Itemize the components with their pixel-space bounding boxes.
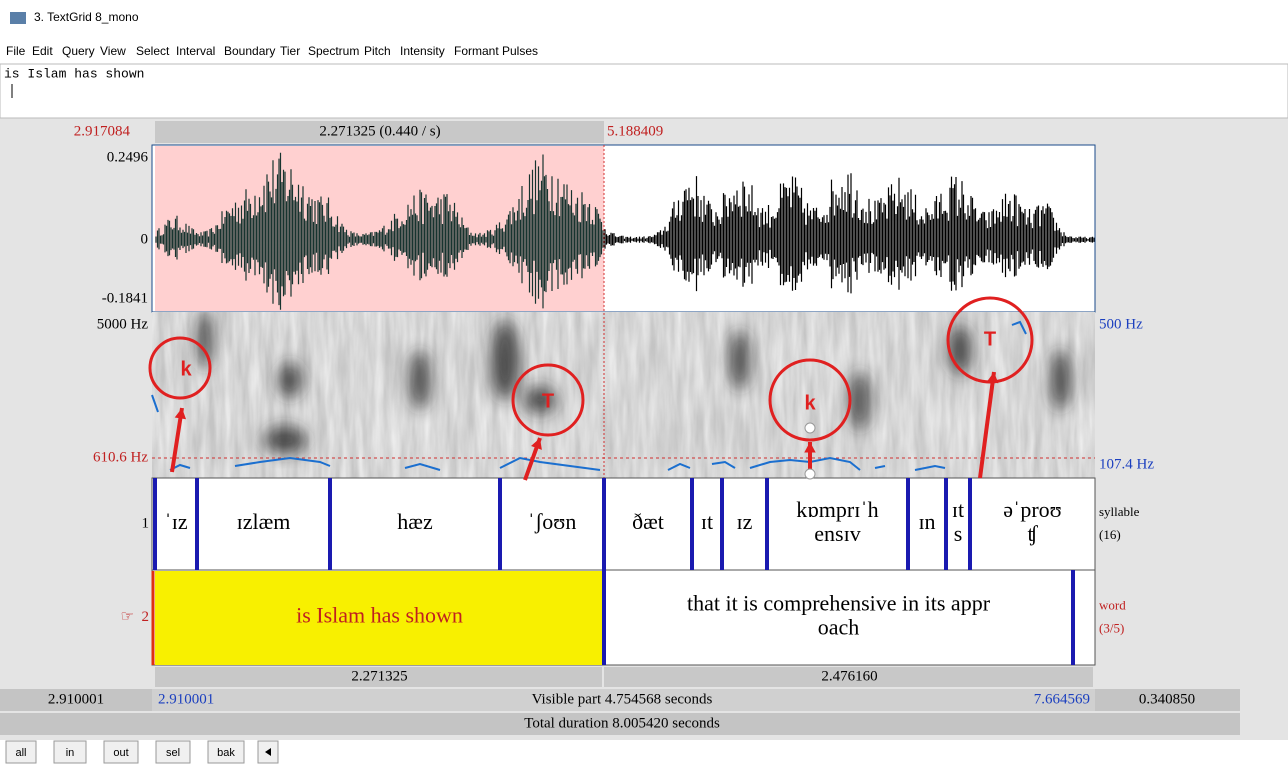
menu-item[interactable]: Pitch <box>364 44 391 58</box>
interval-label: ɪt <box>701 509 713 534</box>
marker-dot <box>805 423 815 433</box>
interval-label: ɪz <box>737 509 753 534</box>
interval-label: hæz <box>397 509 433 534</box>
tier-pointer: ☞ <box>121 609 134 625</box>
interval-label: ɪt <box>952 497 964 522</box>
tier-name: syllable <box>1099 504 1140 519</box>
menu-item[interactable]: Formant <box>454 44 499 58</box>
menu-item[interactable]: File <box>6 44 26 58</box>
annotation-label: k <box>180 358 192 380</box>
tier-count: (3/5) <box>1099 620 1124 635</box>
tier-count: (16) <box>1099 527 1121 542</box>
frequency-max: 5000 Hz <box>97 316 149 332</box>
interval-label: ɪzlæm <box>237 509 291 534</box>
visible-part: Visible part 4.754568 seconds <box>532 691 713 707</box>
window-title: 3. TextGrid 8_mono <box>34 10 139 24</box>
marker-dot <box>805 469 815 479</box>
amplitude-max: 0.2496 <box>107 149 149 165</box>
amplitude-min: -0.1841 <box>102 290 148 306</box>
cursor-time: 5.188409 <box>607 123 663 139</box>
pitch-min: 107.4 Hz <box>1099 456 1154 472</box>
menu-item[interactable]: Interval <box>176 44 215 58</box>
button-label: in <box>66 747 75 759</box>
menu-item[interactable]: Boundary <box>224 44 275 58</box>
menu-item[interactable]: Spectrum <box>308 44 359 58</box>
selection-duration: 2.271325 (0.440 / s) <box>319 123 440 139</box>
tier-name: word <box>1099 597 1126 612</box>
interval-label: əˈproʊ <box>1003 497 1062 522</box>
menu-item[interactable]: Select <box>136 44 170 58</box>
button-label: sel <box>166 747 180 759</box>
interval-label: kɒmprɪˈh <box>796 497 878 522</box>
tier-number: 1 <box>142 515 150 531</box>
interval-label: ɪn <box>918 509 935 534</box>
menu-item[interactable]: Query <box>62 44 95 58</box>
textgrid-editor: 3. TextGrid 8_mono File Edit Query View Selec… <box>0 0 1288 765</box>
text-editor: is Islam has shown <box>4 66 144 81</box>
annotation-label: T <box>984 328 996 350</box>
pitch-max: 500 Hz <box>1099 316 1143 332</box>
tier-number: 2 <box>142 609 150 625</box>
menu-item[interactable]: View <box>100 44 126 58</box>
interval-duration: 2.476160 <box>821 668 877 684</box>
page: 3. TextGrid 8_mono File Edit Query View Selec… <box>0 0 1288 765</box>
total-duration: Total duration 8.005420 seconds <box>524 715 720 731</box>
menu-item[interactable]: Tier <box>280 44 300 58</box>
interval-label: ˈʃoʊn <box>528 509 577 534</box>
frequency-min: 610.6 Hz <box>93 449 148 465</box>
interval-label: s <box>954 521 963 546</box>
annotation-label: k <box>804 392 816 414</box>
time-left: 2.917084 <box>74 123 131 139</box>
visible-right: 0.340850 <box>1139 691 1195 707</box>
menu-item[interactable]: Pulses <box>502 44 538 58</box>
menu-item[interactable]: Edit <box>32 44 53 58</box>
interval-label: is Islam has shown <box>296 603 463 628</box>
interval-duration: 2.271325 <box>351 668 407 684</box>
button-label: out <box>113 747 128 759</box>
interval-label: that it is comprehensive in its appr <box>687 591 991 616</box>
interval-label: ensɪv <box>814 521 860 546</box>
interval-label: ʧ <box>1027 521 1038 546</box>
interval-label: ðæt <box>632 509 664 534</box>
interval-label: oach <box>818 615 860 640</box>
annotation-label: T <box>542 390 554 412</box>
spectrogram <box>152 310 1095 478</box>
interval-label: ˈɪz <box>164 509 187 534</box>
button-label: all <box>15 747 26 759</box>
window-icon <box>10 12 26 24</box>
amplitude-zero: 0 <box>141 231 149 247</box>
menu-item[interactable]: Intensity <box>400 44 445 58</box>
visible-start: 2.910001 <box>158 691 214 707</box>
button-label: bak <box>217 747 235 759</box>
visible-end: 7.664569 <box>1034 691 1090 707</box>
text-field <box>0 64 1288 118</box>
visible-left: 2.910001 <box>48 691 104 707</box>
